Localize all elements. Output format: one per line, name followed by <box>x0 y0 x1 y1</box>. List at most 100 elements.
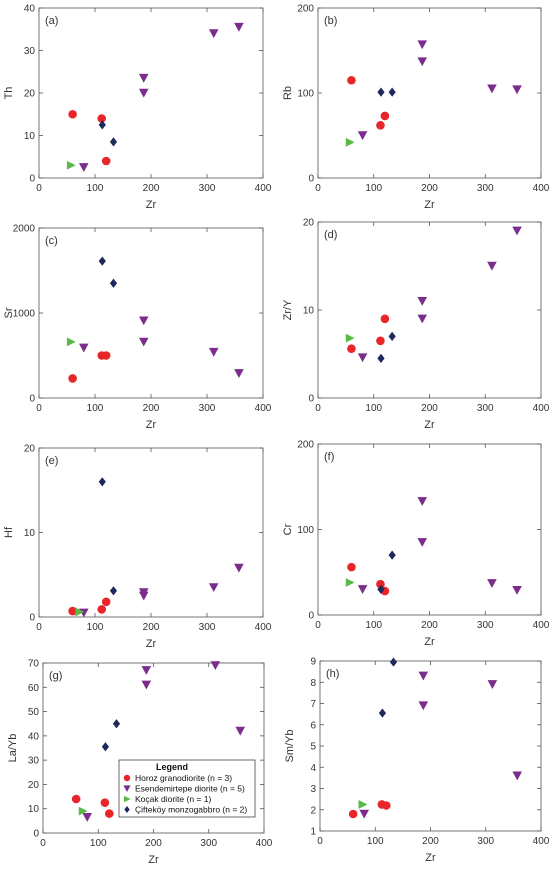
x-tick-label: 200 <box>143 622 160 633</box>
data-point-cift <box>389 657 398 667</box>
data-point-horoz <box>347 75 356 85</box>
y-axis-label: Rb <box>282 86 294 100</box>
data-point-cift <box>98 477 106 487</box>
chart-panel: 0 100 200 300 400 0 100 200 (b) Zr Rb <box>282 4 550 212</box>
data-point-esen <box>138 88 149 98</box>
plot-frame <box>317 443 542 616</box>
data-point-horoz <box>376 121 385 130</box>
chart-panel: 0 100 200 300 400 0 10 20 (e) Zr Hf <box>3 444 272 651</box>
data-point-horoz <box>376 336 385 346</box>
y-tick-label: 10 <box>28 804 40 815</box>
x-tick-label: 0 <box>40 838 46 849</box>
y-tick-label: 200 <box>297 4 314 15</box>
x-tick-label: 100 <box>87 622 104 633</box>
panel-label: (b) <box>324 15 337 27</box>
x-tick-label: 300 <box>199 183 216 194</box>
data-point-esen <box>417 497 428 506</box>
data-point-horoz <box>105 809 114 818</box>
data-point-kocak <box>345 578 355 587</box>
data-point-esen <box>359 809 369 819</box>
panel-label: (e) <box>45 455 58 467</box>
legend-marker-horoz <box>123 774 131 782</box>
data-point-esen <box>79 343 89 353</box>
chart-panel: 0 100 200 300 400 0 10 20 (d) Zr Zr/Y <box>282 218 550 432</box>
y-tick-label: 0 <box>29 174 35 185</box>
data-point-esen <box>487 261 497 271</box>
data-point-esen <box>417 314 428 324</box>
data-point-esen <box>141 680 152 690</box>
y-tick-label: 8 <box>310 678 316 689</box>
x-tick-label: 400 <box>255 622 272 633</box>
plot-frame <box>38 7 264 179</box>
data-point-horoz <box>348 809 358 819</box>
panel-label: (h) <box>326 668 339 680</box>
data-point-horoz <box>380 314 390 324</box>
x-tick-label: 200 <box>143 403 160 414</box>
y-tick-label: 30 <box>28 756 40 767</box>
chart-panel: 0 100 200 300 400 0 1000 2000 (c) Zr Sr <box>3 224 272 432</box>
x-tick-label: 0 <box>36 622 42 633</box>
chart-panel: 0 100 200 300 400 0 10 20 30 40 50 60 70 (g) Zr La/Yb <box>7 659 273 867</box>
x-tick-label: 0 <box>36 403 42 414</box>
y-tick-label: 5 <box>310 742 316 753</box>
y-tick-label: 10 <box>24 528 36 539</box>
y-tick-label: 4 <box>310 763 316 774</box>
data-point-horoz <box>347 562 356 572</box>
x-tick-label: 200 <box>421 183 438 194</box>
data-point-esen <box>208 583 219 593</box>
x-tick-label: 200 <box>421 403 438 414</box>
panel-label: (c) <box>45 235 58 247</box>
data-point-esen <box>417 538 428 547</box>
y-tick-label: 30 <box>24 46 36 57</box>
plot-frame <box>317 221 542 399</box>
x-tick-label: 300 <box>199 622 216 633</box>
data-point-esen <box>418 701 429 711</box>
y-tick-label: 2000 <box>13 224 36 235</box>
x-tick-label: 300 <box>477 836 494 847</box>
data-point-esen <box>487 680 498 689</box>
data-point-kocak <box>66 160 76 170</box>
legend-frame <box>118 759 256 818</box>
data-point-esen <box>141 666 152 675</box>
data-point-esen <box>357 131 368 141</box>
y-axis-label: Hf <box>3 526 15 538</box>
x-tick-label: 100 <box>365 183 382 194</box>
panel-label: (d) <box>324 229 337 241</box>
data-point-esen <box>210 661 221 671</box>
data-point-horoz <box>68 374 77 383</box>
y-tick-label: 6 <box>310 720 316 731</box>
x-tick-label: 300 <box>199 403 216 414</box>
x-tick-label: 200 <box>422 836 439 847</box>
data-point-horoz <box>380 111 390 121</box>
x-tick-label: 300 <box>477 183 494 194</box>
data-point-horoz <box>68 109 77 119</box>
data-point-esen <box>512 85 522 95</box>
plot-frame <box>38 447 264 618</box>
y-tick-label: 1000 <box>13 309 36 320</box>
data-point-kocak <box>75 607 85 617</box>
data-point-cift <box>109 586 118 596</box>
data-point-esen <box>512 226 522 236</box>
x-tick-label: 200 <box>143 183 160 194</box>
data-point-kocak <box>358 800 368 809</box>
data-point-kocak <box>345 333 355 343</box>
y-axis-label: Th <box>3 87 15 100</box>
chart-panel: 0 100 200 300 400 0 10 20 30 40 (a) Zr Th <box>3 4 272 212</box>
legend-label: Koçak diorite (n = 1) <box>135 794 211 804</box>
data-point-horoz <box>101 351 111 360</box>
y-tick-label: 20 <box>28 780 40 791</box>
data-point-cift <box>378 708 387 718</box>
y-tick-label: 0 <box>29 394 35 405</box>
data-point-esen <box>487 84 497 94</box>
x-tick-label: 100 <box>87 403 104 414</box>
plot-frame <box>319 660 542 832</box>
data-point-horoz <box>97 605 107 614</box>
data-point-esen <box>512 586 522 595</box>
data-point-esen <box>418 671 429 681</box>
x-axis-label: Zr <box>146 638 157 650</box>
y-tick-label: 20 <box>24 444 36 455</box>
legend-label: Esendemirtepe diorite (n = 5) <box>135 784 245 794</box>
x-axis-label: Zr <box>146 419 157 431</box>
data-point-cift <box>101 742 110 752</box>
data-point-horoz <box>101 597 111 607</box>
